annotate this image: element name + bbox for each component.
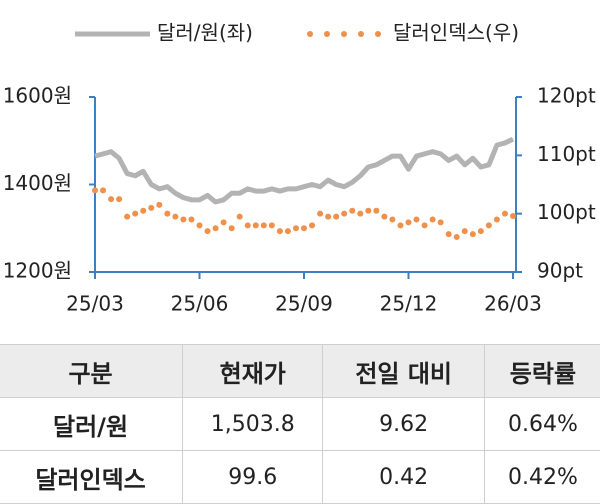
legend-marker — [307, 31, 313, 37]
data-dot — [116, 196, 123, 203]
table-cell: 0.64% — [483, 397, 600, 451]
data-dot — [252, 222, 259, 229]
row-header: 달러/원 — [0, 397, 184, 451]
data-dot — [485, 222, 492, 229]
data-dot — [317, 210, 324, 217]
data-dot — [510, 213, 516, 219]
legend-label: 달러인덱스(우) — [393, 21, 519, 45]
data-dot — [445, 231, 452, 238]
header-row: 구분 현재가 전일 대비 등락률 — [0, 344, 600, 398]
data-dot — [493, 216, 500, 223]
data-dot — [108, 196, 115, 203]
data-dot — [156, 201, 163, 208]
data-dot — [349, 207, 356, 214]
data-dot — [164, 210, 171, 217]
table-cell: 99.6 — [182, 450, 324, 504]
data-dot — [325, 213, 332, 220]
data-dot — [276, 228, 283, 235]
table-row: 달러인덱스 99.6 0.42 0.42% — [0, 450, 600, 504]
data-dot — [373, 207, 380, 214]
table-cell: 0.42 — [322, 450, 485, 504]
legend-marker — [375, 31, 381, 37]
data-dot — [501, 210, 508, 217]
x-tick-label: 25/06 — [171, 292, 229, 316]
legend-label: 달러/원(좌) — [157, 21, 253, 45]
row-header: 달러인덱스 — [0, 450, 184, 504]
data-dot — [244, 222, 251, 229]
data-dot — [188, 216, 195, 223]
data-dot — [196, 222, 203, 229]
legend-marker — [358, 31, 364, 37]
y2-tick-label: 90pt — [537, 259, 583, 283]
data-dot — [341, 210, 348, 217]
data-dot — [172, 213, 179, 220]
data-dot — [453, 234, 460, 240]
table-cell: 9.62 — [322, 397, 485, 451]
data-dot — [429, 216, 436, 223]
data-dot — [260, 222, 267, 229]
data-dot — [381, 213, 388, 220]
table-row: 달러/원 1,503.8 9.62 0.64% — [0, 397, 600, 451]
x-tick-label: 25/09 — [275, 292, 333, 316]
data-dot — [212, 225, 219, 232]
data-dot — [309, 222, 316, 229]
data-dot — [292, 225, 299, 232]
data-dot — [268, 222, 275, 229]
y2-tick-label: 100pt — [537, 200, 596, 224]
data-dot — [413, 216, 420, 223]
quote-table: 구분 현재가 전일 대비 등락률 달러/원 1,503.8 9.62 0.64% 달러인덱스 99… — [0, 344, 600, 504]
data-dot — [357, 210, 364, 217]
header-cell: 현재가 — [182, 344, 324, 398]
data-dot — [405, 219, 412, 226]
data-dot — [204, 228, 211, 235]
header-cell: 등락률 — [483, 344, 600, 398]
table-cell: 0.42% — [483, 450, 600, 504]
table-cell: 1,503.8 — [182, 397, 324, 451]
data-dot — [180, 216, 187, 223]
data-dot — [389, 216, 396, 223]
x-tick-label: 26/03 — [484, 292, 542, 316]
data-dot — [365, 207, 372, 214]
data-dot — [437, 219, 444, 226]
data-dot — [140, 207, 147, 214]
data-dot — [132, 210, 139, 217]
y-tick-label: 1200원 — [3, 259, 72, 283]
data-dot — [397, 222, 404, 229]
data-dot — [92, 187, 98, 194]
data-dot — [421, 222, 428, 229]
data-dot — [228, 225, 235, 232]
x-tick-label: 25/12 — [380, 292, 438, 316]
data-dot — [284, 228, 291, 235]
data-dot — [461, 228, 468, 235]
y-tick-label: 1400원 — [3, 171, 72, 195]
x-tick-label: 25/03 — [66, 292, 124, 316]
legend-marker — [341, 31, 347, 37]
data-dot — [148, 204, 155, 211]
data-dot — [124, 213, 131, 220]
chart: 1200원 1400원 1600원 90pt 100pt 110pt 120pt 25/03 2… — [3, 21, 596, 316]
legend-marker — [324, 31, 330, 37]
header-cell: 전일 대비 — [322, 344, 485, 398]
data-dot — [236, 213, 243, 220]
data-dot — [100, 187, 107, 194]
data-dot — [469, 231, 476, 238]
header-cell: 구분 — [0, 344, 184, 398]
y2-tick-label: 120pt — [537, 84, 596, 108]
data-line — [94, 136, 515, 205]
data-dot — [477, 228, 484, 235]
data-dot — [301, 225, 307, 232]
data-dot — [333, 213, 340, 220]
data-dot — [220, 219, 227, 226]
y-tick-label: 1600원 — [3, 84, 72, 108]
y2-tick-label: 110pt — [537, 142, 596, 166]
